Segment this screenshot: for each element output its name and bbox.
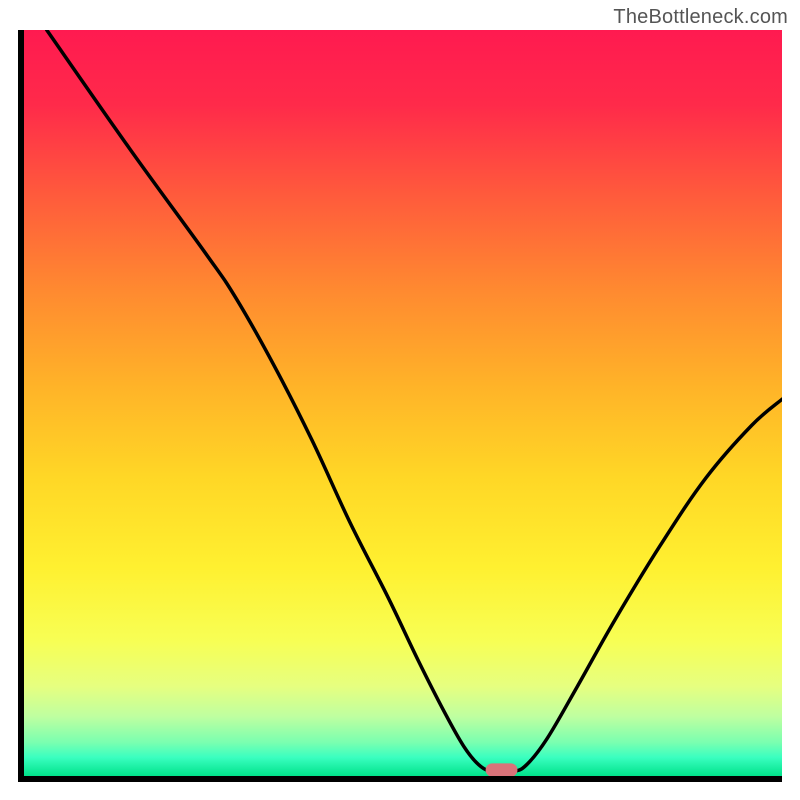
plot-background — [24, 30, 782, 776]
plot-svg — [18, 30, 782, 782]
watermark-text: TheBottleneck.com — [613, 6, 788, 29]
y-axis — [18, 30, 24, 782]
chart-container: TheBottleneck.com — [0, 0, 800, 800]
x-axis — [18, 776, 782, 782]
plot-area — [18, 30, 782, 782]
optimal-point-marker — [486, 763, 518, 776]
